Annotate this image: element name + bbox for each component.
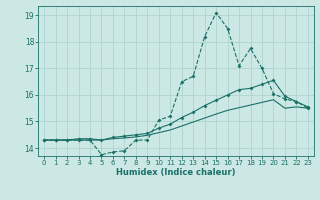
X-axis label: Humidex (Indice chaleur): Humidex (Indice chaleur) xyxy=(116,168,236,177)
